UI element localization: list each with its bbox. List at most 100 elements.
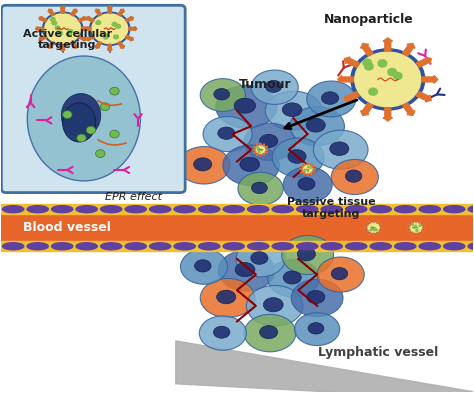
Bar xyxy=(1,214,473,241)
FancyArrow shape xyxy=(421,224,424,226)
FancyArrow shape xyxy=(307,163,309,165)
Ellipse shape xyxy=(63,103,96,142)
Circle shape xyxy=(304,170,305,171)
FancyArrow shape xyxy=(416,92,431,102)
Circle shape xyxy=(375,229,377,230)
Ellipse shape xyxy=(216,85,277,128)
FancyArrow shape xyxy=(361,44,373,56)
Circle shape xyxy=(43,12,82,45)
Ellipse shape xyxy=(297,243,318,250)
Circle shape xyxy=(393,72,402,79)
FancyArrow shape xyxy=(48,9,55,16)
Circle shape xyxy=(52,21,56,25)
FancyArrow shape xyxy=(263,153,265,155)
Ellipse shape xyxy=(252,182,267,194)
Ellipse shape xyxy=(260,134,278,147)
Ellipse shape xyxy=(61,94,101,137)
Circle shape xyxy=(96,21,100,24)
Ellipse shape xyxy=(331,160,378,195)
FancyArrow shape xyxy=(402,103,415,116)
Ellipse shape xyxy=(76,206,97,213)
FancyArrow shape xyxy=(408,224,410,226)
Ellipse shape xyxy=(217,290,236,304)
Ellipse shape xyxy=(297,247,316,261)
Text: Lymphatic vessel: Lymphatic vessel xyxy=(318,346,438,359)
Circle shape xyxy=(302,164,313,174)
Ellipse shape xyxy=(235,263,255,277)
Ellipse shape xyxy=(283,271,301,284)
Circle shape xyxy=(96,150,105,158)
FancyArrow shape xyxy=(307,174,309,176)
Circle shape xyxy=(416,230,418,231)
Ellipse shape xyxy=(52,206,73,213)
FancyArrow shape xyxy=(421,230,424,232)
Ellipse shape xyxy=(346,170,362,182)
Ellipse shape xyxy=(308,323,324,334)
FancyArrow shape xyxy=(78,35,86,41)
Ellipse shape xyxy=(218,250,275,291)
Ellipse shape xyxy=(298,178,315,190)
Ellipse shape xyxy=(223,145,279,185)
FancyArrow shape xyxy=(408,230,410,232)
Ellipse shape xyxy=(203,116,252,152)
Circle shape xyxy=(259,151,260,152)
FancyArrow shape xyxy=(263,144,265,146)
Circle shape xyxy=(367,222,380,233)
FancyArrow shape xyxy=(71,42,77,48)
Circle shape xyxy=(369,88,377,95)
Ellipse shape xyxy=(214,88,229,100)
Circle shape xyxy=(302,165,313,173)
Ellipse shape xyxy=(306,118,325,132)
Polygon shape xyxy=(145,188,178,190)
Ellipse shape xyxy=(468,206,474,213)
Ellipse shape xyxy=(247,206,269,213)
FancyArrow shape xyxy=(118,42,125,48)
Ellipse shape xyxy=(244,314,296,352)
Ellipse shape xyxy=(27,243,48,250)
Ellipse shape xyxy=(419,243,440,250)
FancyArrow shape xyxy=(379,224,382,226)
Ellipse shape xyxy=(125,243,146,250)
FancyArrow shape xyxy=(60,44,65,51)
Circle shape xyxy=(90,12,130,45)
Ellipse shape xyxy=(251,252,268,264)
Ellipse shape xyxy=(199,206,220,213)
FancyArrow shape xyxy=(82,27,90,31)
Ellipse shape xyxy=(2,206,24,213)
FancyArrow shape xyxy=(313,169,315,170)
Circle shape xyxy=(363,59,372,66)
Ellipse shape xyxy=(419,206,440,213)
Ellipse shape xyxy=(27,56,140,181)
FancyArrow shape xyxy=(383,38,392,51)
Ellipse shape xyxy=(247,243,269,250)
Ellipse shape xyxy=(199,243,220,250)
FancyArrow shape xyxy=(39,35,47,41)
Circle shape xyxy=(410,222,422,233)
FancyArrow shape xyxy=(86,35,94,41)
Circle shape xyxy=(114,35,118,39)
FancyArrow shape xyxy=(256,144,258,146)
FancyArrow shape xyxy=(256,153,258,155)
Text: EPR effect: EPR effect xyxy=(105,191,162,202)
Ellipse shape xyxy=(218,127,235,140)
Circle shape xyxy=(63,111,72,118)
FancyArrow shape xyxy=(419,232,421,235)
FancyArrow shape xyxy=(300,169,302,170)
Ellipse shape xyxy=(370,243,392,250)
Ellipse shape xyxy=(321,243,342,250)
Ellipse shape xyxy=(244,123,296,161)
Circle shape xyxy=(86,126,96,134)
Ellipse shape xyxy=(307,290,325,303)
Circle shape xyxy=(416,229,418,231)
Ellipse shape xyxy=(251,70,298,105)
Ellipse shape xyxy=(125,206,146,213)
Ellipse shape xyxy=(260,325,278,339)
Circle shape xyxy=(308,166,309,167)
Ellipse shape xyxy=(346,206,367,213)
Circle shape xyxy=(58,31,63,35)
FancyArrow shape xyxy=(301,171,303,173)
Ellipse shape xyxy=(195,260,211,272)
FancyArrow shape xyxy=(301,166,303,167)
FancyArrow shape xyxy=(415,220,417,222)
Ellipse shape xyxy=(150,243,171,250)
